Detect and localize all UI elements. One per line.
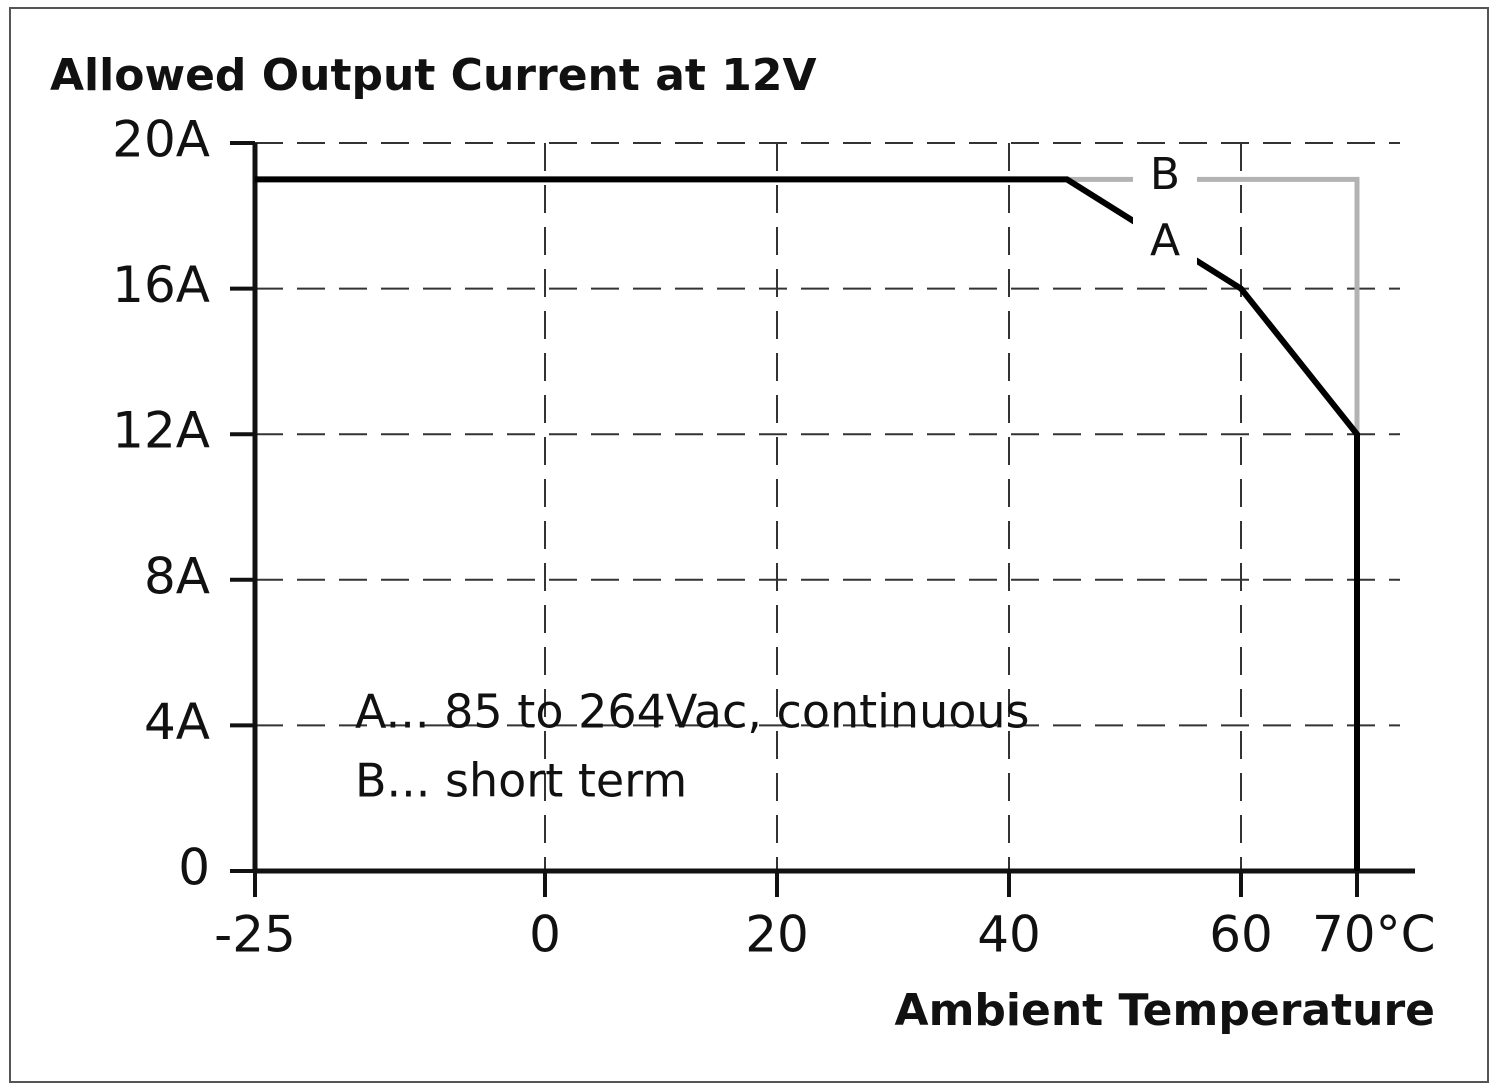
y-tick-label: 20A	[112, 111, 210, 169]
x-tick-label: 70°C	[1312, 906, 1436, 964]
annotation: B... short term	[355, 754, 687, 808]
x-tick-label: 20	[745, 906, 809, 964]
series-line	[1067, 176, 1360, 435]
x-tick-label: 60	[1209, 906, 1273, 964]
series-label: B	[1150, 149, 1180, 200]
y-tick-label: 4A	[144, 693, 210, 751]
y-tick-label: 12A	[112, 402, 210, 460]
y-tick-label: 0	[178, 839, 210, 897]
x-axis-label: Ambient Temperature	[895, 985, 1435, 1036]
series-label: A	[1150, 215, 1180, 266]
label-bg	[1133, 149, 1197, 205]
series-line	[255, 176, 1360, 871]
frame	[9, 7, 1489, 1083]
plot: BA	[255, 149, 1360, 871]
y-tick-label: 16A	[112, 256, 210, 314]
y-tick-label: 8A	[144, 547, 210, 605]
x-tick-label: 40	[977, 906, 1041, 964]
x-tick-label: -25	[214, 906, 296, 964]
x-tick-label: 0	[529, 906, 561, 964]
label-bg	[1133, 215, 1197, 271]
annotation: A... 85 to 264Vac, continuous	[355, 685, 1030, 739]
chart-title: Allowed Output Current at 12V	[50, 50, 817, 101]
